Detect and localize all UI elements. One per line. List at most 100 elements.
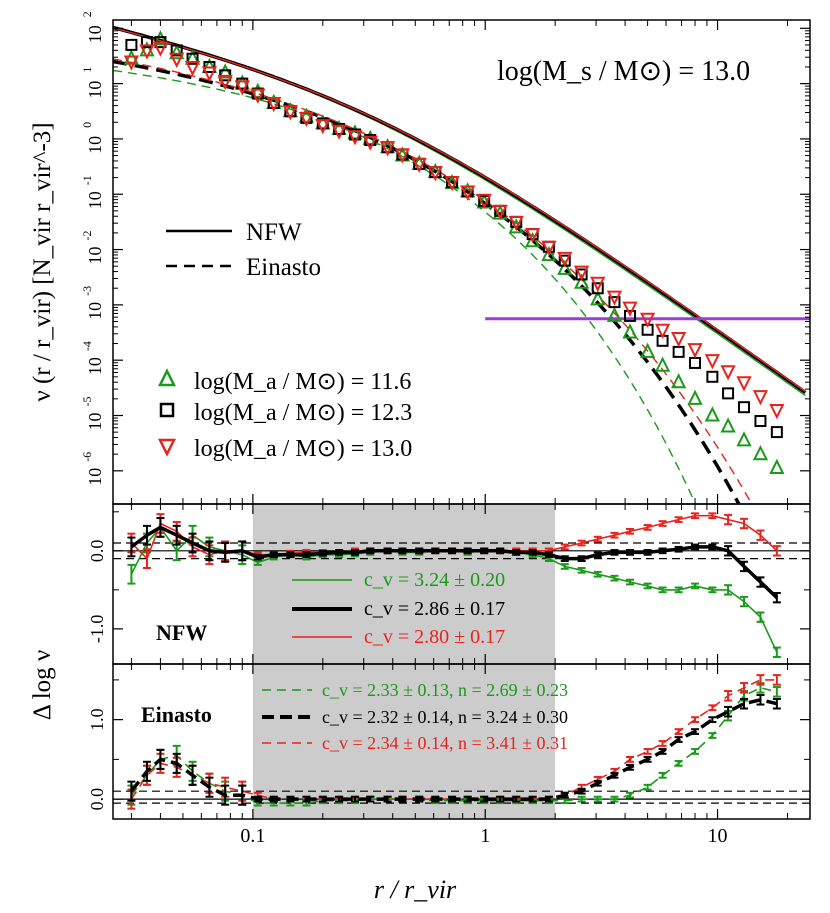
data-point-square xyxy=(125,38,138,51)
top-panel-frame xyxy=(112,19,811,505)
einasto-model-curve xyxy=(113,69,697,504)
data-point-triangle-up xyxy=(169,43,185,60)
y-tick-label: 0.0 xyxy=(87,540,107,563)
data-point-triangle-down xyxy=(379,141,396,157)
y-tick-base: 10 xyxy=(85,468,105,486)
data-point-triangle-up xyxy=(298,107,315,123)
data-point-triangle-up xyxy=(123,49,140,65)
x-tick-label: 10 xyxy=(708,825,728,847)
y-tick-exponent: 2 xyxy=(80,11,94,17)
data-point-triangle-up xyxy=(525,232,541,248)
legend-nfw-label: NFW xyxy=(246,219,302,246)
y-tick-label: 10 -2 xyxy=(80,231,105,265)
y-tick-label: 10 -1 xyxy=(80,175,105,209)
y-tick-label: 10 0 xyxy=(80,122,105,154)
data-point-triangle-down xyxy=(525,228,541,244)
data-point-triangle-down xyxy=(720,365,736,381)
y-tick-base: 10 xyxy=(85,81,105,99)
data-point-triangle-down xyxy=(427,166,443,182)
data-point-triangle-up xyxy=(720,417,736,433)
marker-legend: log(M_a / M⊙) = 11.6 log(M_a / M⊙) = 12.… xyxy=(157,368,412,462)
data-point-triangle-up xyxy=(639,342,656,358)
y-tick-label: 10 1 xyxy=(80,67,105,99)
data-point-triangle-down xyxy=(123,55,140,71)
residual-y-axis-title: Δ log ν xyxy=(29,650,56,720)
data-point-triangle-down xyxy=(687,343,703,359)
y-tick-exponent: -5 xyxy=(80,396,94,406)
legend-label-11-6: log(M_a / M⊙) = 11.6 xyxy=(194,369,411,395)
legend-label-12-3: log(M_a / M⊙) = 12.3 xyxy=(194,400,412,426)
y-tick-base: 10 xyxy=(85,191,105,209)
data-point-triangle-up xyxy=(347,124,363,140)
einasto-residual-plot xyxy=(113,674,810,810)
y-tick-exponent: -1 xyxy=(80,175,94,185)
data-point-triangle-down xyxy=(266,96,282,113)
einasto-fit-label-black: c_v = 2.32 ± 0.14, n = 3.24 ± 0.30 xyxy=(322,707,568,727)
data-point-square xyxy=(722,387,735,400)
data-point-triangle-down xyxy=(622,301,638,317)
data-point-triangle-up xyxy=(590,290,606,306)
y-tick-base: 10 xyxy=(85,25,105,43)
nfw-fit-label-black: c_v = 2.86 ± 0.17 xyxy=(364,598,505,620)
data-point-triangle-up xyxy=(736,431,752,447)
y-tick-exponent: -6 xyxy=(80,452,94,462)
data-point-triangle-down xyxy=(169,52,185,68)
einasto-panel-label: Einasto xyxy=(141,702,212,727)
shaded-region-einasto xyxy=(252,664,556,819)
data-point-triangle-up xyxy=(671,373,687,389)
data-point-square xyxy=(689,356,702,369)
data-point-triangle-up xyxy=(541,245,557,262)
data-point-triangle-down xyxy=(184,61,201,77)
einasto-fit-label-red: c_v = 2.34 ± 0.14, n = 3.41 ± 0.31 xyxy=(322,733,568,753)
data-point-triangle-down xyxy=(331,124,347,140)
data-point-triangle-down xyxy=(508,215,524,232)
x-tick-label: 1 xyxy=(480,825,490,847)
data-point-triangle-down xyxy=(315,119,331,135)
legend-triangle-up-marker xyxy=(157,368,177,387)
data-point-triangle-down xyxy=(752,390,769,406)
data-point-square xyxy=(170,44,183,57)
data-point-triangle-down xyxy=(298,111,315,128)
y-tick-label: 10 -6 xyxy=(80,452,105,486)
data-point-triangle-down xyxy=(250,88,266,104)
data-point-triangle-down xyxy=(201,66,218,82)
y-tick-exponent: -4 xyxy=(80,341,94,351)
data-point-triangle-down xyxy=(590,276,606,292)
data-point-triangle-up xyxy=(250,82,266,98)
data-point-triangle-down xyxy=(574,265,590,281)
data-point-triangle-down xyxy=(769,403,785,420)
einasto-fit-label-green: c_v = 2.33 ± 0.13, n = 2.69 ± 0.23 xyxy=(322,680,568,700)
data-point-triangle-down xyxy=(654,323,671,339)
y-tick-base: 10 xyxy=(85,302,105,320)
data-point-triangle-down xyxy=(541,240,557,257)
data-point-triangle-down xyxy=(444,176,460,192)
data-point-triangle-up xyxy=(574,273,590,289)
data-point-square xyxy=(624,309,637,322)
y-tick-exponent: 1 xyxy=(80,67,94,73)
data-point-triangle-down xyxy=(557,251,573,268)
y-tick-base: 10 xyxy=(85,136,105,154)
top-panel-plot xyxy=(113,25,810,504)
data-point-square xyxy=(738,401,751,414)
top-y-axis-title: ν (r / r_vir) [N_vir r_vir^-3] xyxy=(29,122,56,401)
data-point-triangle-down xyxy=(411,157,427,174)
y-tick-exponent: 0 xyxy=(80,122,94,128)
nfw-model-curve xyxy=(113,27,806,393)
data-point-triangle-down xyxy=(704,354,720,370)
data-point-square xyxy=(754,415,767,428)
legend-label-13-0: log(M_a / M⊙) = 13.0 xyxy=(194,436,412,462)
data-point-triangle-down xyxy=(217,74,233,91)
legend-einasto-label: Einasto xyxy=(246,254,321,281)
data-point-triangle-down xyxy=(234,80,250,96)
y-tick-label: 10 -4 xyxy=(80,341,105,375)
data-point-triangle-up xyxy=(769,458,785,475)
y-tick-label: 0.0 xyxy=(87,788,107,811)
data-point-triangle-down xyxy=(139,44,155,60)
legend-triangle-down-marker xyxy=(157,438,177,457)
data-point-triangle-down xyxy=(347,130,363,146)
data-point-triangle-down xyxy=(639,312,656,328)
einasto-fit-legend: c_v = 2.33 ± 0.13, n = 2.69 ± 0.23 c_v =… xyxy=(262,680,568,753)
data-point-square xyxy=(591,282,604,295)
y-tick-base: 10 xyxy=(85,357,105,375)
